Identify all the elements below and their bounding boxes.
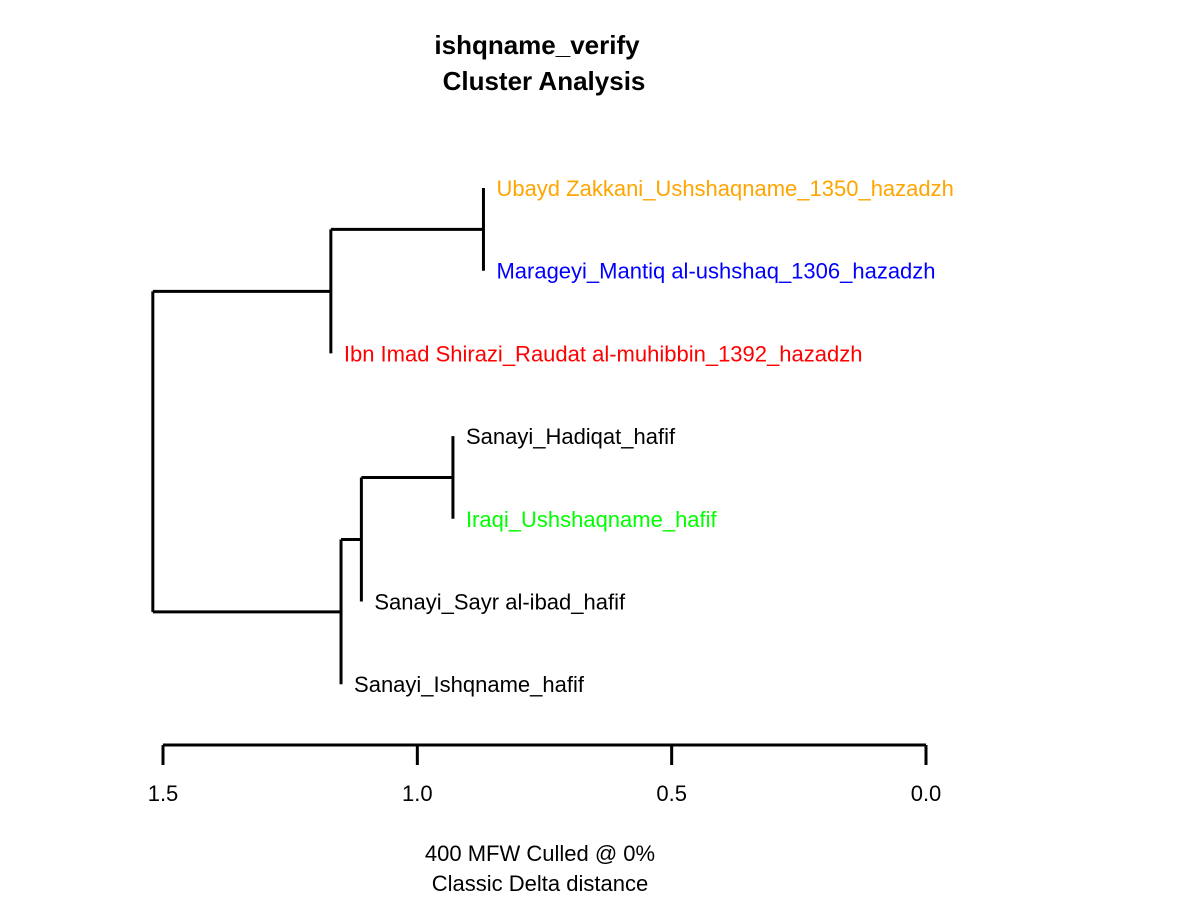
x-tick-label-3: 0.0 xyxy=(911,781,942,806)
x-axis: 1.5 1.0 0.5 0.0 xyxy=(148,743,942,806)
leaf-label-4: Iraqi_Ushshaqname_hafif xyxy=(466,507,718,532)
leaf-label-3: Sanayi_Hadiqat_hafif xyxy=(466,424,676,449)
leaf-label-6: Sanayi_Ishqname_hafif xyxy=(354,672,585,697)
leaf-label-5: Sanayi_Sayr al-ibad_hafif xyxy=(374,590,626,615)
x-tick-label-2: 0.5 xyxy=(656,781,687,806)
leaf-label-0: Ubayd Zakkani_Ushshaqname_1350_hazadzh xyxy=(496,176,953,201)
chart-title-line-2: Cluster Analysis xyxy=(443,66,646,96)
x-tick-label-0: 1.5 xyxy=(148,781,179,806)
x-axis-label-line-2: Classic Delta distance xyxy=(432,871,648,896)
dendrogram-branches xyxy=(151,188,485,685)
chart-title-line-1: ishqname_verify xyxy=(434,30,640,60)
x-axis-label-line-1: 400 MFW Culled @ 0% xyxy=(425,841,655,866)
leaf-label-2: Ibn Imad Shirazi_Raudat al-muhibbin_1392… xyxy=(344,341,863,366)
x-tick-label-1: 1.0 xyxy=(402,781,433,806)
leaf-labels: Ubayd Zakkani_Ushshaqname_1350_hazadzh Ma… xyxy=(344,176,954,697)
leaf-label-1: Marageyi_Mantiq al-ushshaq_1306_hazadzh xyxy=(496,259,935,284)
